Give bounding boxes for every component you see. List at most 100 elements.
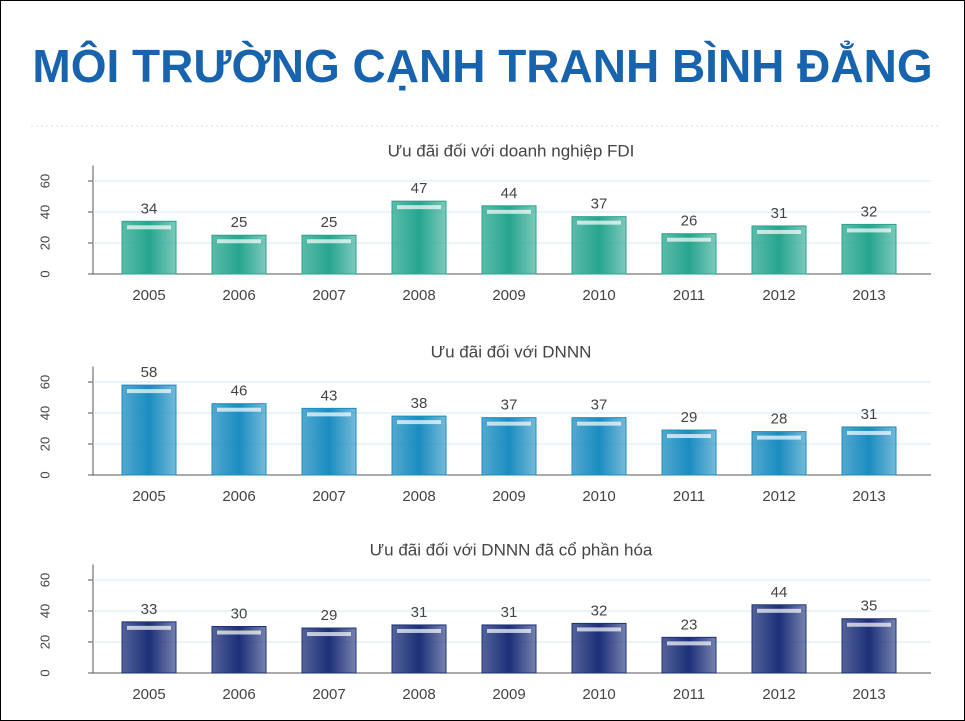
bar-highlight	[577, 220, 621, 225]
y-tick-label: 20	[37, 236, 52, 250]
x-tick-label: 2007	[312, 488, 345, 505]
y-tick-label: 40	[37, 604, 52, 618]
value-label: 35	[861, 598, 878, 615]
x-tick-label: 2006	[222, 287, 255, 304]
x-tick-label: 2011	[673, 287, 705, 304]
y-tick-label: 20	[37, 437, 52, 451]
value-label: 29	[681, 409, 698, 426]
x-tick-label: 2009	[492, 287, 525, 304]
bar-highlight	[757, 229, 801, 234]
x-tick-label: 2010	[582, 488, 615, 505]
bar-highlight	[667, 641, 711, 646]
value-label: 43	[321, 387, 338, 404]
value-label: 46	[231, 383, 248, 400]
bar	[121, 621, 177, 674]
y-tick-label: 40	[37, 205, 52, 219]
value-label: 37	[591, 196, 608, 213]
x-tick-label: 2012	[762, 686, 795, 703]
value-label: 44	[501, 185, 518, 202]
x-tick-label: 2008	[402, 686, 435, 703]
x-tick-label: 2013	[852, 488, 885, 505]
bar-highlight	[847, 228, 891, 233]
x-tick-label: 2005	[132, 686, 165, 703]
bar-highlight	[217, 239, 261, 244]
x-tick-label: 2007	[312, 287, 345, 304]
value-label: 31	[411, 604, 428, 621]
value-label: 26	[681, 213, 698, 230]
x-tick-label: 2009	[492, 488, 525, 505]
value-label: 23	[681, 616, 698, 633]
bar-highlight	[577, 627, 621, 632]
value-label: 31	[501, 604, 518, 621]
bar	[391, 624, 447, 674]
bar	[121, 220, 177, 275]
x-tick-label: 2006	[222, 686, 255, 703]
bar	[301, 407, 357, 476]
x-tick-label: 2013	[852, 686, 885, 703]
y-tick-label: 0	[37, 471, 52, 478]
value-label: 31	[771, 205, 788, 222]
bar-highlight	[397, 628, 441, 633]
bar-highlight	[667, 434, 711, 439]
bar-highlight	[397, 205, 441, 210]
bar	[841, 223, 897, 275]
bar-highlight	[487, 628, 531, 633]
x-tick-label: 2010	[582, 686, 615, 703]
chart-title: Ưu đãi đối với DNNN đã cổ phần hóa	[370, 540, 653, 559]
x-tick-label: 2007	[312, 686, 345, 703]
value-label: 37	[501, 397, 518, 414]
bar	[841, 426, 897, 476]
bar	[751, 604, 807, 674]
bar-highlight	[307, 412, 351, 417]
x-tick-label: 2012	[762, 287, 795, 304]
y-tick-label: 60	[37, 174, 52, 188]
bar-highlight	[577, 421, 621, 426]
y-tick-label: 60	[37, 573, 52, 587]
value-label: 38	[411, 395, 428, 412]
value-label: 33	[141, 601, 158, 618]
value-label: 32	[861, 203, 878, 220]
value-label: 32	[591, 602, 608, 619]
x-tick-label: 2005	[132, 488, 165, 505]
y-tick-label: 40	[37, 406, 52, 420]
x-tick-label: 2011	[673, 488, 705, 505]
value-label: 47	[411, 180, 428, 197]
y-tick-label: 60	[37, 375, 52, 389]
bar-highlight	[667, 237, 711, 242]
bar	[751, 225, 807, 275]
bar	[571, 216, 627, 275]
chart-title: Ưu đãi đối với DNNN	[431, 342, 592, 361]
bar-highlight	[127, 225, 171, 230]
x-tick-label: 2008	[402, 287, 435, 304]
value-label: 58	[141, 364, 158, 381]
value-label: 28	[771, 411, 788, 428]
bar-highlight	[217, 630, 261, 635]
value-label: 37	[591, 397, 608, 414]
chart-title: Ưu đãi đối với doanh nghiệp FDI	[388, 141, 635, 160]
bar	[841, 618, 897, 674]
bar-highlight	[487, 209, 531, 214]
value-label: 25	[231, 214, 248, 231]
y-tick-label: 20	[37, 635, 52, 649]
y-tick-label: 0	[37, 669, 52, 676]
bar	[121, 384, 177, 476]
bar	[571, 417, 627, 476]
x-tick-label: 2005	[132, 287, 165, 304]
value-label: 29	[321, 607, 338, 624]
bar	[391, 415, 447, 476]
bar	[481, 624, 537, 674]
bar-highlight	[307, 632, 351, 637]
bar	[211, 403, 267, 476]
bar-highlight	[757, 435, 801, 440]
bar-highlight	[487, 421, 531, 426]
bar-highlight	[127, 389, 171, 394]
x-tick-label: 2013	[852, 287, 885, 304]
value-label: 30	[231, 605, 248, 622]
bar-highlight	[217, 407, 261, 412]
x-tick-label: 2006	[222, 488, 255, 505]
value-label: 25	[321, 214, 338, 231]
x-tick-label: 2008	[402, 488, 435, 505]
bar	[571, 622, 627, 674]
x-tick-label: 2011	[673, 686, 705, 703]
